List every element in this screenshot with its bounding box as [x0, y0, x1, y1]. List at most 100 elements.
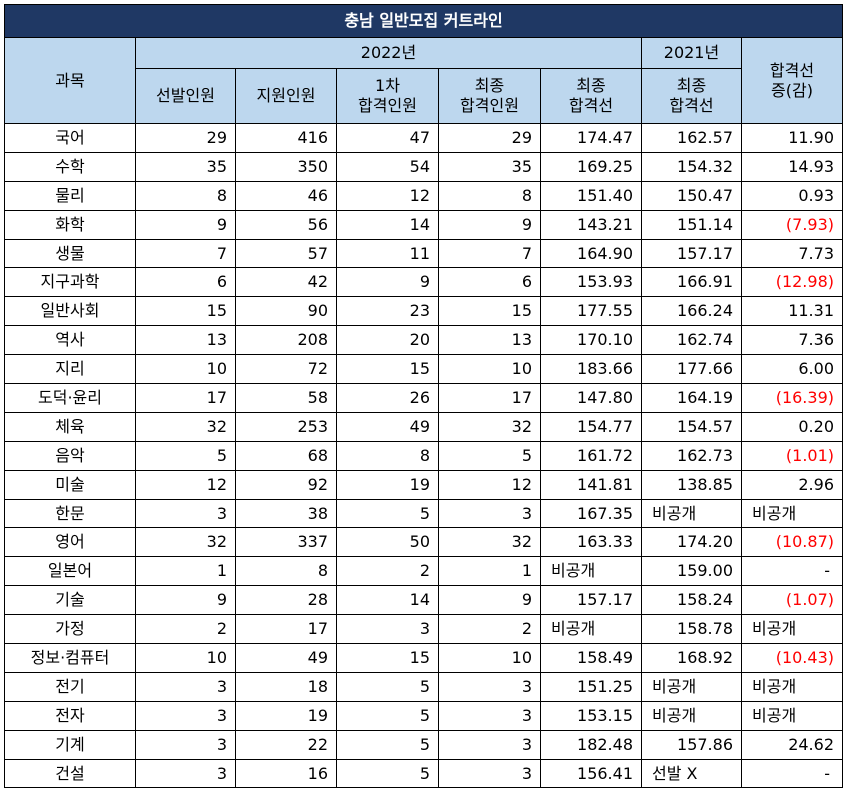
table-row: 화학 9 56 14 9 143.21 151.14 (7.93) — [4, 209, 843, 240]
selected-cell: 29 — [135, 123, 236, 153]
first-pass-cell: 5 — [336, 700, 439, 731]
cutoff-2021-cell: 비공개 — [641, 498, 742, 529]
table-row: 전기 3 18 5 3 151.25 비공개 비공개 — [4, 671, 843, 702]
first-pass-cell: 3 — [336, 614, 439, 645]
selected-cell: 13 — [135, 325, 236, 356]
final-pass-cell: 3 — [438, 700, 541, 731]
change-cell: 7.73 — [741, 238, 843, 269]
change-cell: 7.36 — [741, 325, 843, 356]
header-row-2: 선발인원 지원인원 1차 합격인원 최종 합격인원 최종 합격선 최종 합격선 — [5, 68, 843, 124]
change-cell: 24.62 — [741, 729, 843, 760]
change-cell: (10.43) — [741, 643, 843, 673]
applicants-cell: 42 — [235, 267, 337, 298]
change-cell: 0.20 — [741, 411, 843, 442]
cutoff-2021-cell: 150.47 — [641, 180, 742, 211]
first-pass-cell: 15 — [336, 643, 439, 673]
table-row: 생물 7 57 11 7 164.90 157.17 7.73 — [4, 238, 843, 269]
change-cell: (16.39) — [741, 383, 843, 413]
cutoff-2022-cell: 비공개 — [540, 556, 642, 587]
applicants-cell: 17 — [235, 614, 337, 645]
table-row: 가정 2 17 3 2 비공개 158.78 비공개 — [4, 614, 843, 645]
header-cutoff-2021: 최종 합격선 — [641, 68, 742, 124]
subject-cell: 물리 — [4, 180, 136, 211]
applicants-cell: 49 — [235, 643, 337, 673]
header-first-line1: 1차 — [375, 76, 400, 95]
selected-cell: 7 — [135, 238, 236, 269]
cutoff-2021-cell: 비공개 — [641, 671, 742, 702]
first-pass-cell: 49 — [336, 411, 439, 442]
cutoff-2021-cell: 159.00 — [641, 556, 742, 587]
cutoff-2022-cell: 141.81 — [540, 469, 642, 500]
header-year-2022: 2022년 — [135, 37, 642, 69]
first-pass-cell: 9 — [336, 267, 439, 298]
applicants-cell: 58 — [235, 383, 337, 413]
applicants-cell: 68 — [235, 440, 337, 471]
cutoff-2021-cell: 162.74 — [641, 325, 742, 356]
final-pass-cell: 32 — [438, 411, 541, 442]
change-cell: 11.90 — [741, 123, 843, 153]
selected-cell: 6 — [135, 267, 236, 298]
final-pass-cell: 8 — [438, 180, 541, 211]
cutoff-2021-cell: 174.20 — [641, 527, 742, 558]
final-pass-cell: 32 — [438, 527, 541, 558]
table-row: 한문 3 38 5 3 167.35 비공개 비공개 — [4, 498, 843, 529]
final-pass-cell: 10 — [438, 643, 541, 673]
selected-cell: 32 — [135, 527, 236, 558]
cutoff-2021-cell: 158.78 — [641, 614, 742, 645]
final-pass-cell: 3 — [438, 729, 541, 760]
change-cell: 비공개 — [741, 498, 843, 529]
change-cell: (12.98) — [741, 267, 843, 298]
final-pass-cell: 6 — [438, 267, 541, 298]
cutoff-2022-cell: 151.40 — [540, 180, 642, 211]
first-pass-cell: 54 — [336, 151, 439, 182]
applicants-cell: 92 — [235, 469, 337, 500]
table-row: 기계 3 22 5 3 182.48 157.86 24.62 — [4, 729, 843, 760]
cutoff-2022-cell: 153.93 — [540, 267, 642, 298]
table-row: 미술 12 92 19 12 141.81 138.85 2.96 — [4, 469, 843, 500]
selected-cell: 1 — [135, 556, 236, 587]
applicants-cell: 416 — [235, 123, 337, 153]
change-cell: 비공개 — [741, 700, 843, 731]
cutoff-2022-cell: 167.35 — [540, 498, 642, 529]
subject-cell: 수학 — [4, 151, 136, 182]
cutoff-2022-cell: 151.25 — [540, 671, 642, 702]
first-pass-cell: 2 — [336, 556, 439, 587]
subject-cell: 한문 — [4, 498, 136, 529]
first-pass-cell: 19 — [336, 469, 439, 500]
final-pass-cell: 13 — [438, 325, 541, 356]
final-pass-cell: 29 — [438, 123, 541, 153]
cutoff-2021-cell: 162.57 — [641, 123, 742, 153]
final-pass-cell: 7 — [438, 238, 541, 269]
header-selected: 선발인원 — [135, 68, 236, 124]
change-cell: 비공개 — [741, 614, 843, 645]
cutoff-2021-cell: 164.19 — [641, 383, 742, 413]
header-cut21-line1: 최종 — [676, 76, 707, 95]
cutoff-2021-cell: 157.86 — [641, 729, 742, 760]
subject-cell: 전기 — [4, 671, 136, 702]
table-row: 일본어 1 8 2 1 비공개 159.00- — [4, 556, 843, 587]
first-pass-cell: 15 — [336, 354, 439, 385]
subject-cell: 지리 — [4, 354, 136, 385]
change-cell: 비공개 — [741, 671, 843, 702]
cutoff-2022-cell: 157.17 — [540, 585, 642, 616]
first-pass-cell: 5 — [336, 671, 439, 702]
final-pass-cell: 1 — [438, 556, 541, 587]
table-row: 물리 8 46 12 8 151.40 150.47 0.93 — [4, 180, 843, 211]
first-pass-cell: 14 — [336, 209, 439, 240]
applicants-cell: 56 — [235, 209, 337, 240]
final-pass-cell: 12 — [438, 469, 541, 500]
header-change-line1: 합격선 — [769, 60, 815, 80]
subject-cell: 전자 — [4, 700, 136, 731]
cutoff-2021-cell: 157.17 — [641, 238, 742, 269]
first-pass-cell: 20 — [336, 325, 439, 356]
subject-cell: 미술 — [4, 469, 136, 500]
final-pass-cell: 35 — [438, 151, 541, 182]
subject-cell: 기술 — [4, 585, 136, 616]
applicants-cell: 46 — [235, 180, 337, 211]
applicants-cell: 90 — [235, 296, 337, 327]
cutoff-2021-cell: 158.24 — [641, 585, 742, 616]
applicants-cell: 350 — [235, 151, 337, 182]
cutoff-2021-cell: 138.85 — [641, 469, 742, 500]
change-cell: 2.96 — [741, 469, 843, 500]
subject-cell: 건설 — [4, 758, 136, 789]
